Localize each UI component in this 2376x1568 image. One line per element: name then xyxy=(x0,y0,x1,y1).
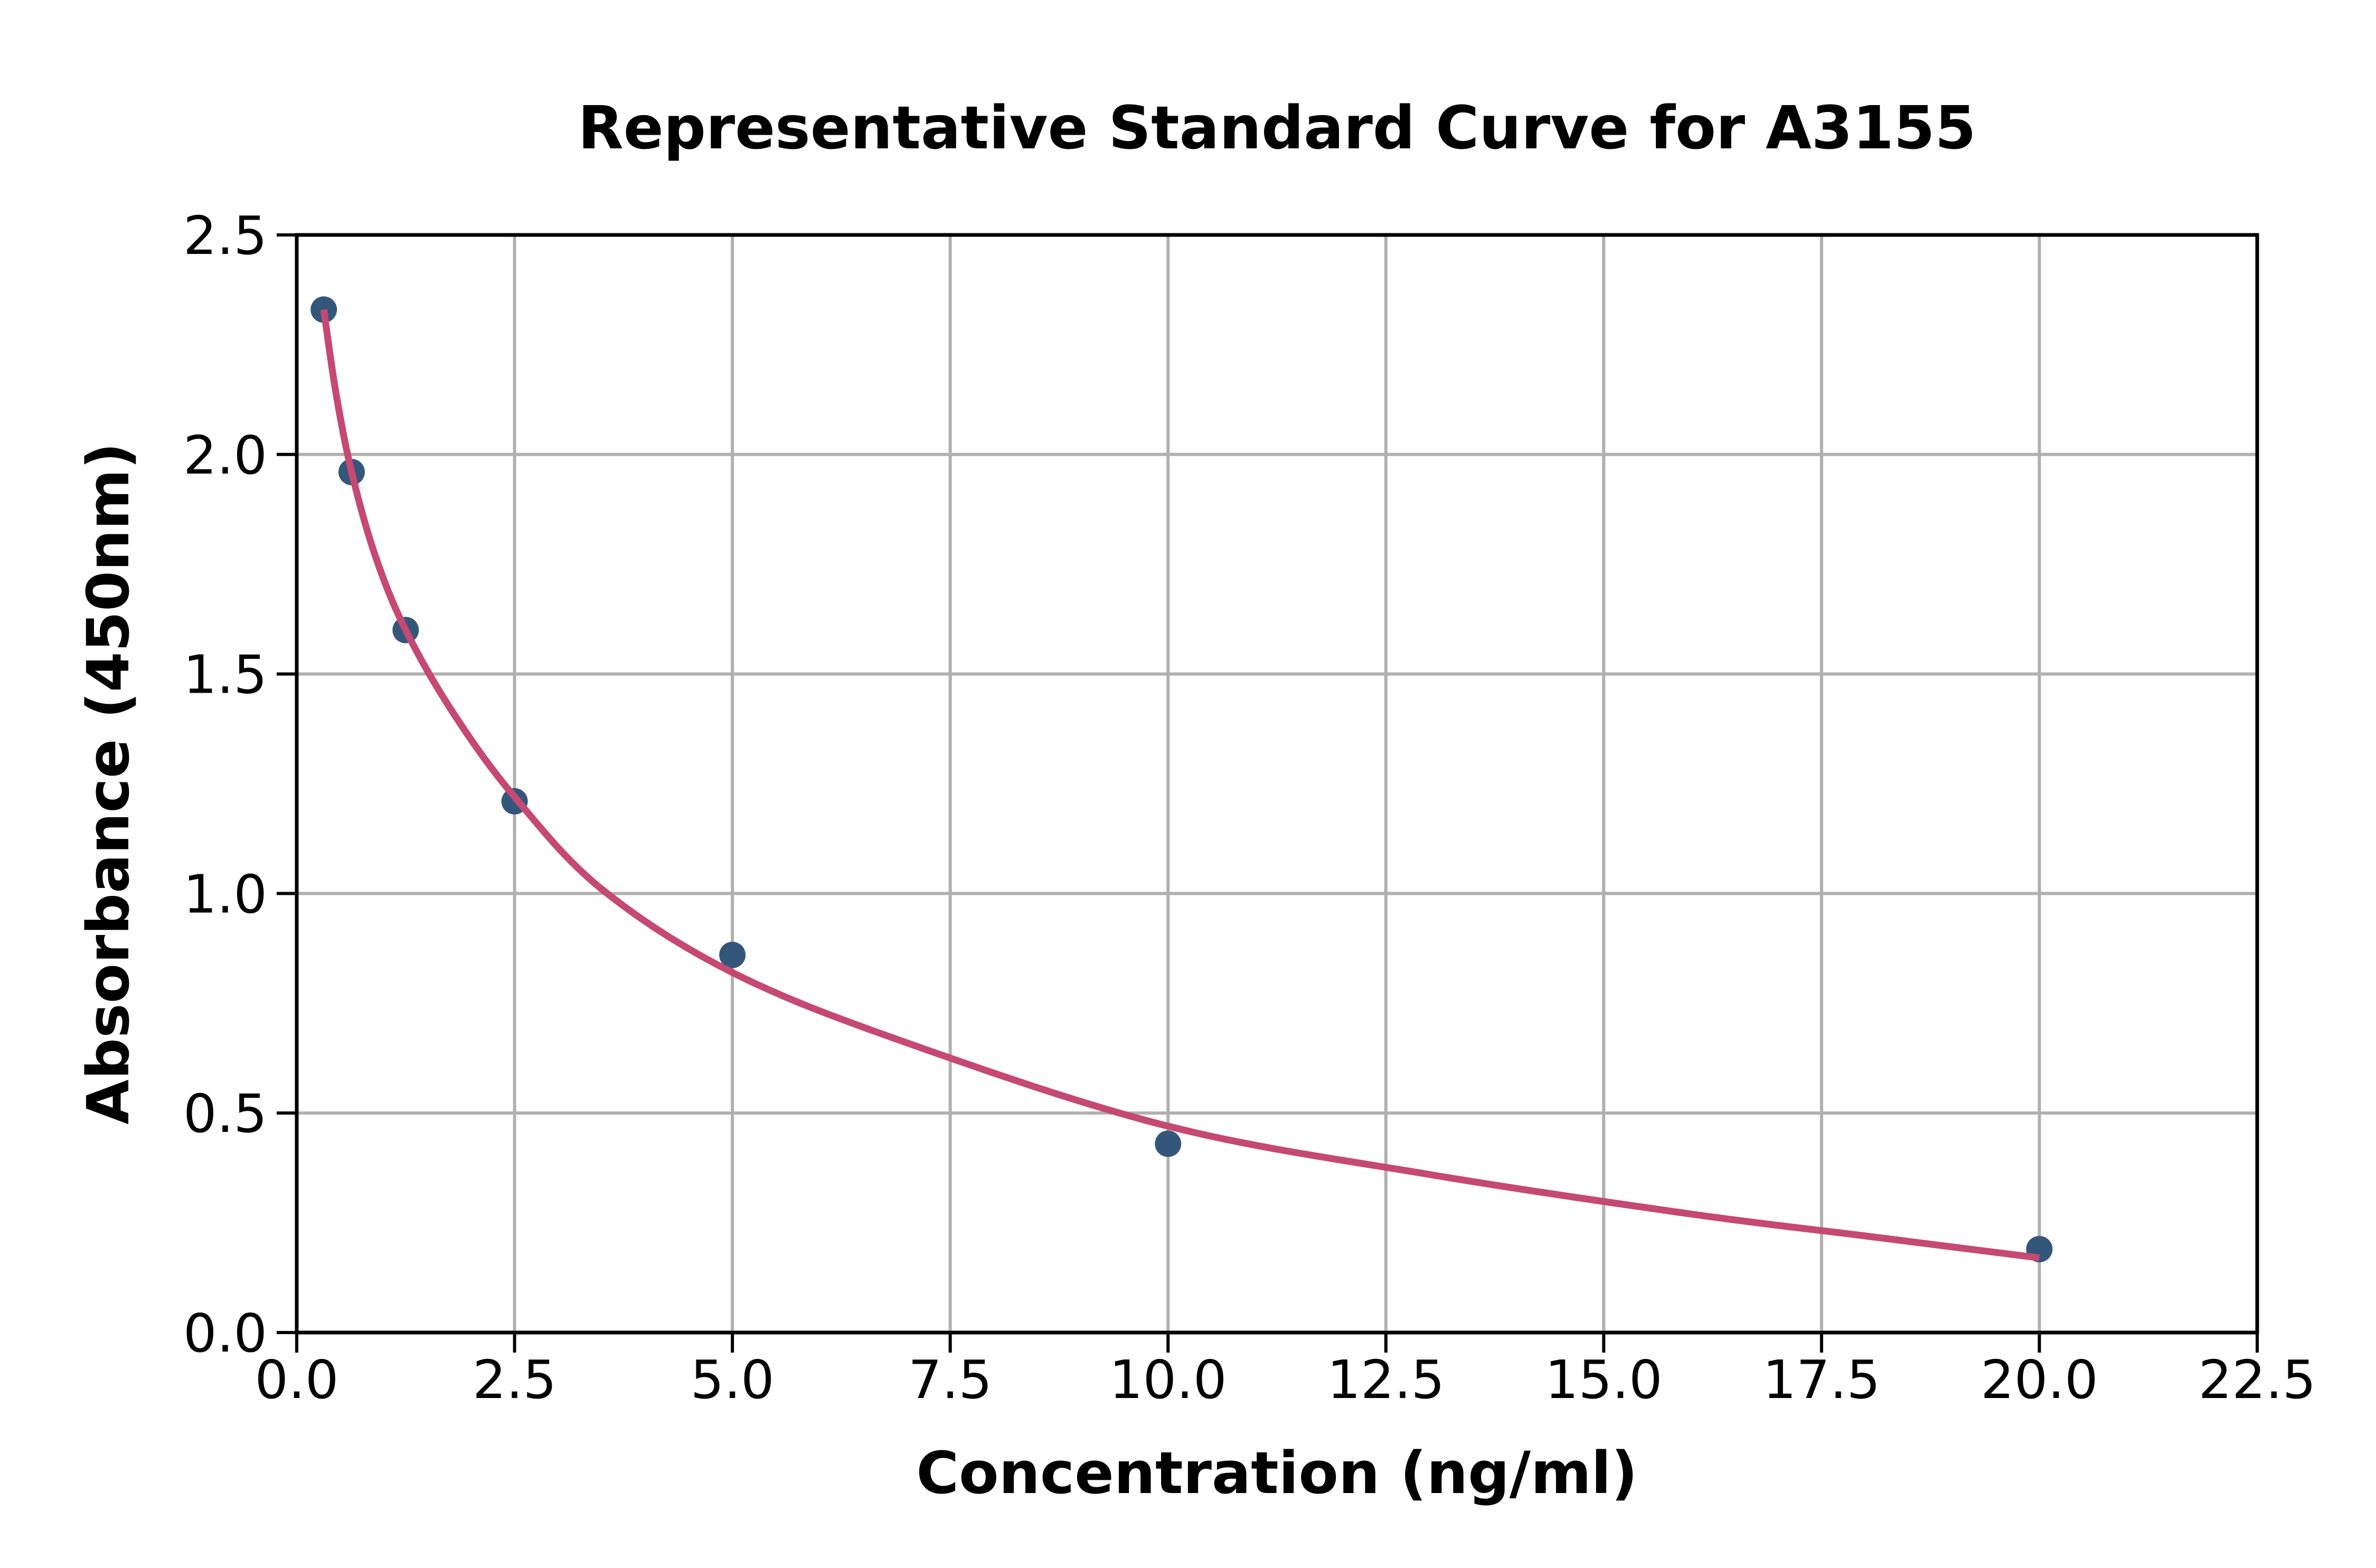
x-tick-label: 2.5 xyxy=(473,1349,557,1411)
y-tick-label: 1.0 xyxy=(183,863,267,925)
data-point-marker xyxy=(1155,1130,1182,1157)
4pl-fit-curve xyxy=(320,309,2040,1262)
y-tick-label: 0.0 xyxy=(183,1302,267,1364)
x-tick-label: 12.5 xyxy=(1327,1349,1445,1411)
x-tick-label: 20.0 xyxy=(1981,1349,2098,1411)
y-axis-label: Absorbance (450nm) xyxy=(74,442,142,1125)
x-tick-label: 7.5 xyxy=(908,1349,992,1411)
y-tick-label: 1.5 xyxy=(183,644,267,706)
x-tick-label: 10.0 xyxy=(1109,1349,1227,1411)
x-axis-label: Concentration (ng/ml) xyxy=(916,1439,1638,1507)
x-tick-label: 17.5 xyxy=(1763,1349,1881,1411)
y-tick-label: 2.0 xyxy=(183,424,267,486)
plot-border xyxy=(295,233,2259,1335)
y-tick-label: 0.5 xyxy=(183,1083,267,1145)
x-tick-label: 0.0 xyxy=(254,1349,338,1411)
data-point-marker xyxy=(719,941,746,968)
x-tick-label: 22.5 xyxy=(2199,1349,2316,1411)
x-tick-label: 5.0 xyxy=(691,1349,775,1411)
x-tick-label: 15.0 xyxy=(1545,1349,1663,1411)
y-tick-label: 2.5 xyxy=(183,205,267,267)
chart-title: Representative Standard Curve for A3155 xyxy=(578,94,1976,163)
